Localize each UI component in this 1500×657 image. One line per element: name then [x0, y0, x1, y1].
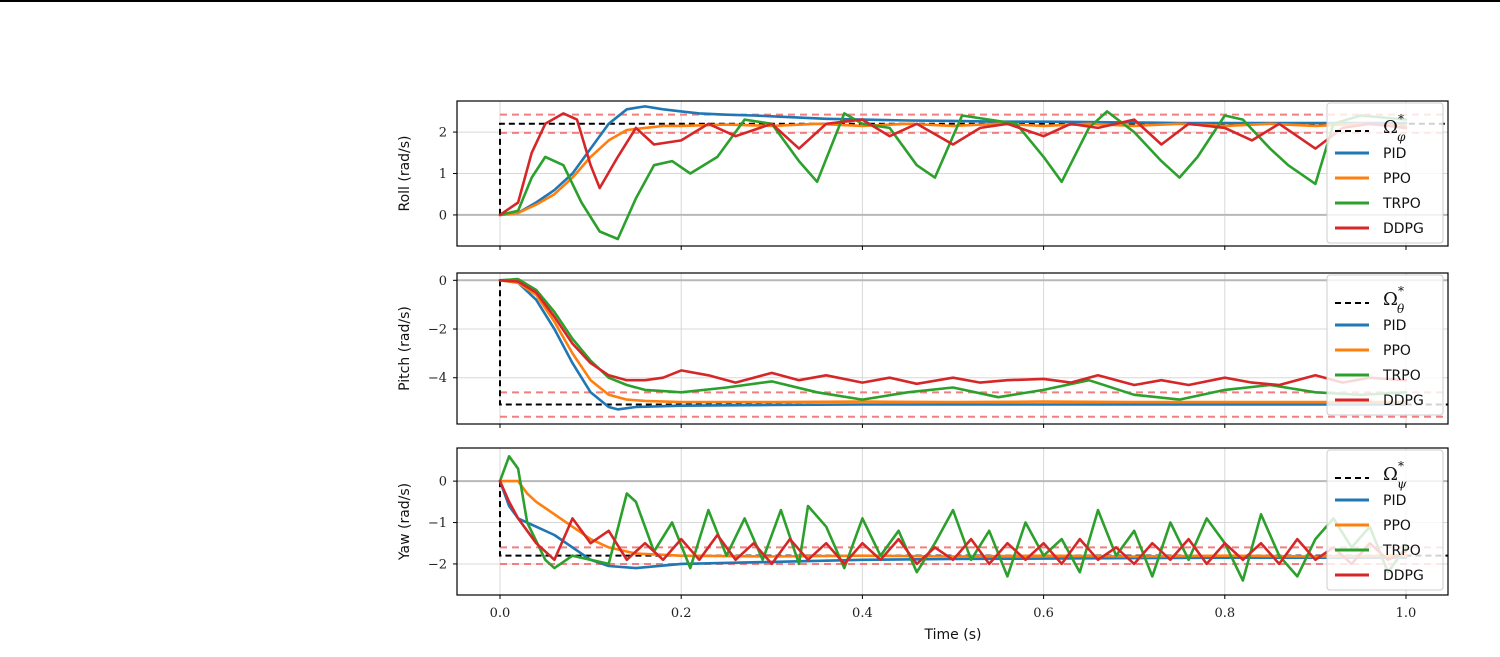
- page-top-rule: [0, 0, 1500, 2]
- y-tick-label: 0: [439, 475, 447, 490]
- legend-reference-sup: *: [1398, 112, 1404, 126]
- legend-label-pid: PID: [1383, 493, 1406, 509]
- x-tick-label: 1.0: [1396, 606, 1417, 621]
- y-tick-label: −1: [428, 516, 447, 531]
- y-axis-label: Yaw (rad/s): [397, 483, 413, 561]
- plot-frame: [456, 447, 1449, 596]
- series-line-ddpg: [498, 479, 1408, 566]
- series-line-ppo: [498, 479, 1408, 558]
- legend-reference-label: Ω: [1383, 464, 1398, 485]
- series-line-pid: [498, 278, 1408, 411]
- series-line-ddpg: [498, 278, 1408, 387]
- legend-reference-label: Ω: [1383, 117, 1398, 138]
- legend-reference-sub: φ: [1397, 130, 1406, 144]
- series-line-pid: [498, 479, 1408, 570]
- x-tick-label: 0.0: [490, 606, 511, 621]
- legend-label-ddpg: DDPG: [1383, 393, 1424, 409]
- y-tick-label: −4: [428, 371, 447, 386]
- legend-label-ppo: PPO: [1383, 171, 1411, 187]
- plot-frame: [456, 272, 1449, 425]
- y-tick-label: 0: [439, 208, 447, 223]
- data-layer: [498, 454, 1448, 582]
- series-line-trpo: [498, 277, 1408, 401]
- y-tick-label: −2: [428, 323, 447, 338]
- y-axis-label: Pitch (rad/s): [397, 306, 413, 391]
- legend: Ω * ψ PID PPO TRPO DDPG: [1326, 449, 1444, 591]
- legend-label-ppo: PPO: [1383, 518, 1411, 534]
- data-layer: [498, 105, 1448, 241]
- y-tick-label: 2: [439, 126, 447, 141]
- legend-reference-sup: *: [1398, 459, 1404, 473]
- reference-line: [499, 481, 1448, 557]
- series-line-ppo: [498, 278, 1408, 404]
- legend-label-pid: PID: [1383, 318, 1406, 334]
- y-tick-label: 1: [439, 167, 447, 182]
- legend-label-trpo: TRPO: [1382, 196, 1421, 212]
- legend-reference-label: Ω: [1383, 289, 1398, 310]
- y-tick-label: 0: [439, 274, 447, 289]
- x-tick-label: 0.2: [671, 606, 692, 621]
- panel-roll: 0 1 2 Roll (rad/s) Ω * φ PID PPO TRPO DDPG: [397, 100, 1449, 250]
- legend-label-ddpg: DDPG: [1383, 568, 1424, 584]
- legend-reference-sub: ψ: [1397, 477, 1407, 491]
- series-line-ddpg: [498, 112, 1408, 217]
- legend-box: [1326, 449, 1444, 591]
- x-tick-label: 0.4: [852, 606, 873, 621]
- legend-box: [1326, 102, 1444, 244]
- legend-label-trpo: TRPO: [1382, 368, 1421, 384]
- legend-reference-sup: *: [1398, 284, 1404, 298]
- panel-yaw: 0 −1 −2 Yaw (rad/s) 0.0 0.2 0.4 0.6 0.8 1.0 Time (…: [397, 447, 1449, 643]
- x-tick-label: 0.8: [1214, 606, 1235, 621]
- legend-reference-sub: θ: [1397, 302, 1405, 316]
- legend-label-ppo: PPO: [1383, 343, 1411, 359]
- legend: Ω * φ PID PPO TRPO DDPG: [1326, 102, 1444, 244]
- reference-line: [499, 122, 1448, 215]
- reference-line: [499, 280, 1448, 406]
- y-axis-label: Roll (rad/s): [397, 135, 413, 211]
- series-line-trpo: [498, 110, 1408, 241]
- x-axis-label: Time (s): [924, 627, 982, 643]
- series-line-trpo: [498, 454, 1408, 582]
- panel-pitch: 0 −2 −4 Pitch (rad/s) Ω * θ PID PPO TRPO DDPG: [397, 272, 1449, 428]
- legend-label-ddpg: DDPG: [1383, 221, 1424, 237]
- legend-label-pid: PID: [1383, 146, 1406, 162]
- x-tick-label: 0.6: [1033, 606, 1054, 621]
- y-tick-label: −2: [428, 557, 447, 572]
- data-layer: [498, 277, 1448, 418]
- legend: Ω * θ PID PPO TRPO DDPG: [1326, 274, 1444, 416]
- legend-box: [1326, 274, 1444, 416]
- legend-label-trpo: TRPO: [1382, 543, 1421, 559]
